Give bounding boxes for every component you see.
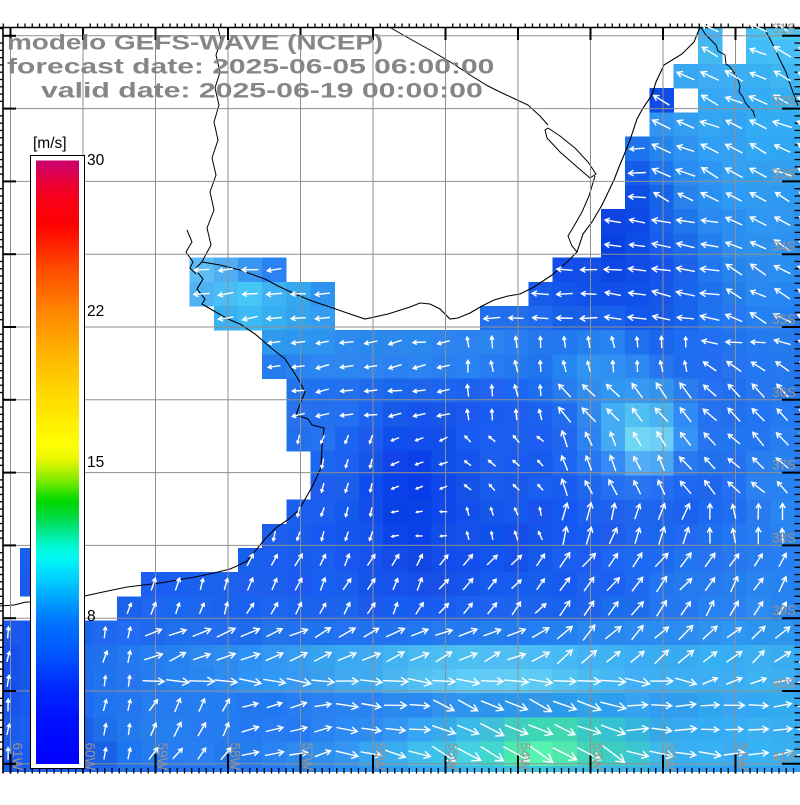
svg-text:37S: 37S — [772, 458, 796, 473]
svg-text:60W: 60W — [83, 743, 98, 771]
svg-text:56W: 56W — [373, 743, 388, 771]
svg-text:39S: 39S — [772, 603, 796, 618]
svg-text:38S: 38S — [772, 530, 796, 545]
svg-text:36S: 36S — [772, 385, 796, 400]
svg-text:57W: 57W — [300, 743, 315, 771]
svg-text:modelo GEFS-WAVE (NCEP): modelo GEFS-WAVE (NCEP) — [7, 32, 383, 55]
svg-text:31S: 31S — [772, 21, 796, 36]
svg-text:32S: 32S — [772, 94, 796, 109]
svg-text:40S: 40S — [772, 676, 796, 691]
svg-text:51W: 51W — [735, 743, 750, 771]
svg-text:53W: 53W — [590, 743, 605, 771]
svg-text:52W: 52W — [663, 743, 678, 771]
svg-text:valid date: 2025-06-19 00:00:0: valid date: 2025-06-19 00:00:00 — [41, 78, 483, 102]
svg-text:[m/s]: [m/s] — [33, 135, 67, 152]
svg-text:15: 15 — [87, 454, 104, 471]
svg-text:58W: 58W — [228, 743, 243, 771]
svg-text:34S: 34S — [772, 239, 796, 254]
svg-text:30: 30 — [87, 152, 105, 169]
svg-text:35S: 35S — [772, 312, 796, 327]
svg-text:forecast date: 2025-06-05 06:0: forecast date: 2025-06-05 06:00:00 — [7, 56, 494, 79]
svg-text:59W: 59W — [155, 743, 170, 771]
svg-text:61W: 61W — [10, 743, 25, 771]
svg-text:8: 8 — [87, 608, 96, 625]
svg-text:33S: 33S — [772, 166, 796, 181]
svg-text:22: 22 — [87, 303, 104, 320]
svg-text:54W: 54W — [518, 743, 533, 771]
svg-text:55W: 55W — [445, 743, 460, 771]
svg-text:41S: 41S — [772, 749, 796, 764]
